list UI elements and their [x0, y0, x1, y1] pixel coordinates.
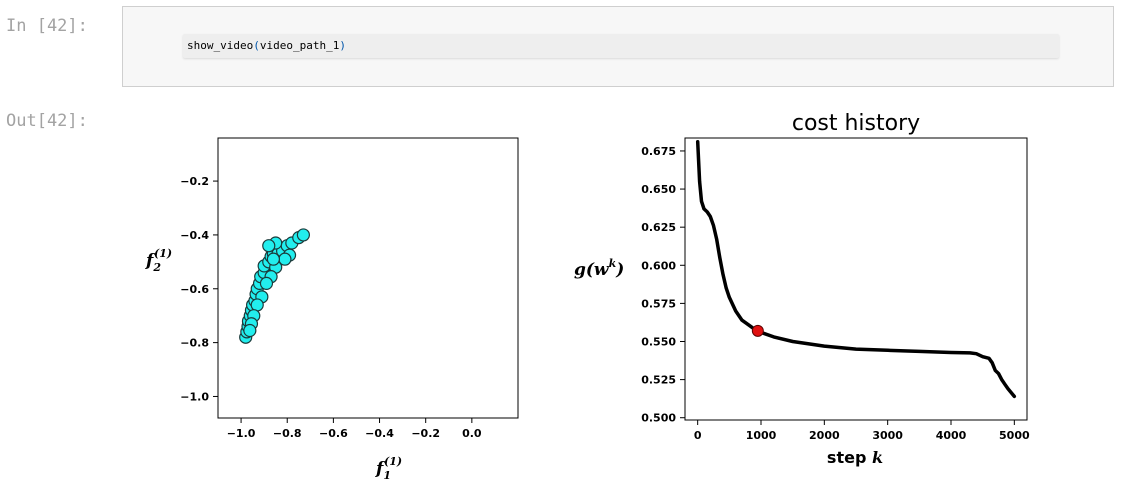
cost-x-tick-label: 3000: [872, 429, 903, 442]
code-editor-line[interactable]: show_video(video_path_1): [183, 34, 1059, 58]
scatter-point: [250, 298, 264, 312]
scatter-x-tick-label: −1.0: [227, 427, 256, 440]
code-function-name: show_video: [187, 39, 254, 52]
cost-y-tick-label: 0.500: [641, 412, 676, 425]
code-argument: video_path_1: [259, 39, 340, 52]
scatter-point: [296, 228, 310, 242]
cost-plot-frame: [684, 137, 1028, 421]
scatter-y-axis-label: f2(1): [145, 247, 172, 274]
scatter-x-tick-label: −0.4: [365, 427, 394, 440]
cost-plot-title: cost history: [792, 111, 920, 136]
code-open-paren: (: [253, 39, 260, 52]
scatter-y-tick-label: −1.0: [180, 390, 209, 403]
input-prompt: In [42]:: [6, 16, 88, 36]
cost-y-tick-label: 0.525: [641, 374, 676, 387]
cost-x-tick-label: 0: [694, 429, 702, 442]
cost-y-tick-label: 0.650: [641, 183, 676, 196]
code-cell-input[interactable]: show_video(video_path_1): [122, 6, 1114, 87]
cost-x-ticks: 0 1000 2000 3000 4000 5000: [694, 420, 1030, 442]
scatter-y-tick-label: −0.8: [180, 337, 209, 350]
scatter-x-tick-label: −0.8: [273, 427, 302, 440]
scatter-x-axis-label: f1(1): [375, 455, 402, 482]
scatter-y-tick-label: −0.6: [180, 283, 209, 296]
cost-y-tick-label: 0.675: [641, 145, 676, 158]
cost-x-tick-label: 2000: [809, 429, 840, 442]
cost-y-tick-label: 0.625: [641, 221, 676, 234]
scatter-y-tick-label: −0.2: [180, 175, 209, 188]
cost-history-plot: cost history 0 1000 2000 3000 4000 5000 0.500…: [574, 111, 1030, 467]
scatter-point: [266, 252, 280, 266]
cost-x-axis-label: step k: [827, 448, 883, 467]
cost-x-tick-label: 5000: [999, 429, 1030, 442]
code-close-paren: ): [339, 39, 346, 52]
cost-y-tick-label: 0.575: [641, 297, 676, 310]
scatter-x-ticks: −1.0 −0.8 −0.6 −0.4 −0.2 0.0: [227, 418, 482, 440]
scatter-point: [259, 276, 274, 290]
scatter-x-tick-label: 0.0: [462, 427, 482, 440]
cost-x-tick-label: 1000: [746, 429, 777, 442]
cost-y-tick-label: 0.550: [641, 335, 676, 348]
cost-history-line: [695, 140, 1017, 399]
output-prompt: Out[42]:: [6, 111, 88, 131]
cost-x-tick-label: 4000: [936, 429, 967, 442]
scatter-point: [243, 323, 257, 338]
scatter-y-tick-label: −0.4: [180, 229, 209, 242]
scatter-x-tick-label: −0.6: [319, 427, 348, 440]
cost-y-ticks: 0.500 0.525 0.550 0.575 0.600 0.625 0.650 0.675: [641, 145, 685, 425]
cost-y-axis-label: g(wk): [574, 257, 624, 280]
scatter-x-tick-label: −0.2: [411, 427, 440, 440]
scatter-points: [239, 228, 310, 344]
scatter-plot: −1.0 −0.8 −0.6 −0.4 −0.2 0.0 −1.0 −0.8 −0.6 −0.4…: [145, 137, 519, 482]
scatter-y-ticks: −1.0 −0.8 −0.6 −0.4 −0.2: [180, 175, 218, 403]
cost-y-tick-label: 0.600: [641, 259, 676, 272]
scatter-point: [262, 239, 276, 253]
cost-current-step-marker: [751, 324, 764, 337]
